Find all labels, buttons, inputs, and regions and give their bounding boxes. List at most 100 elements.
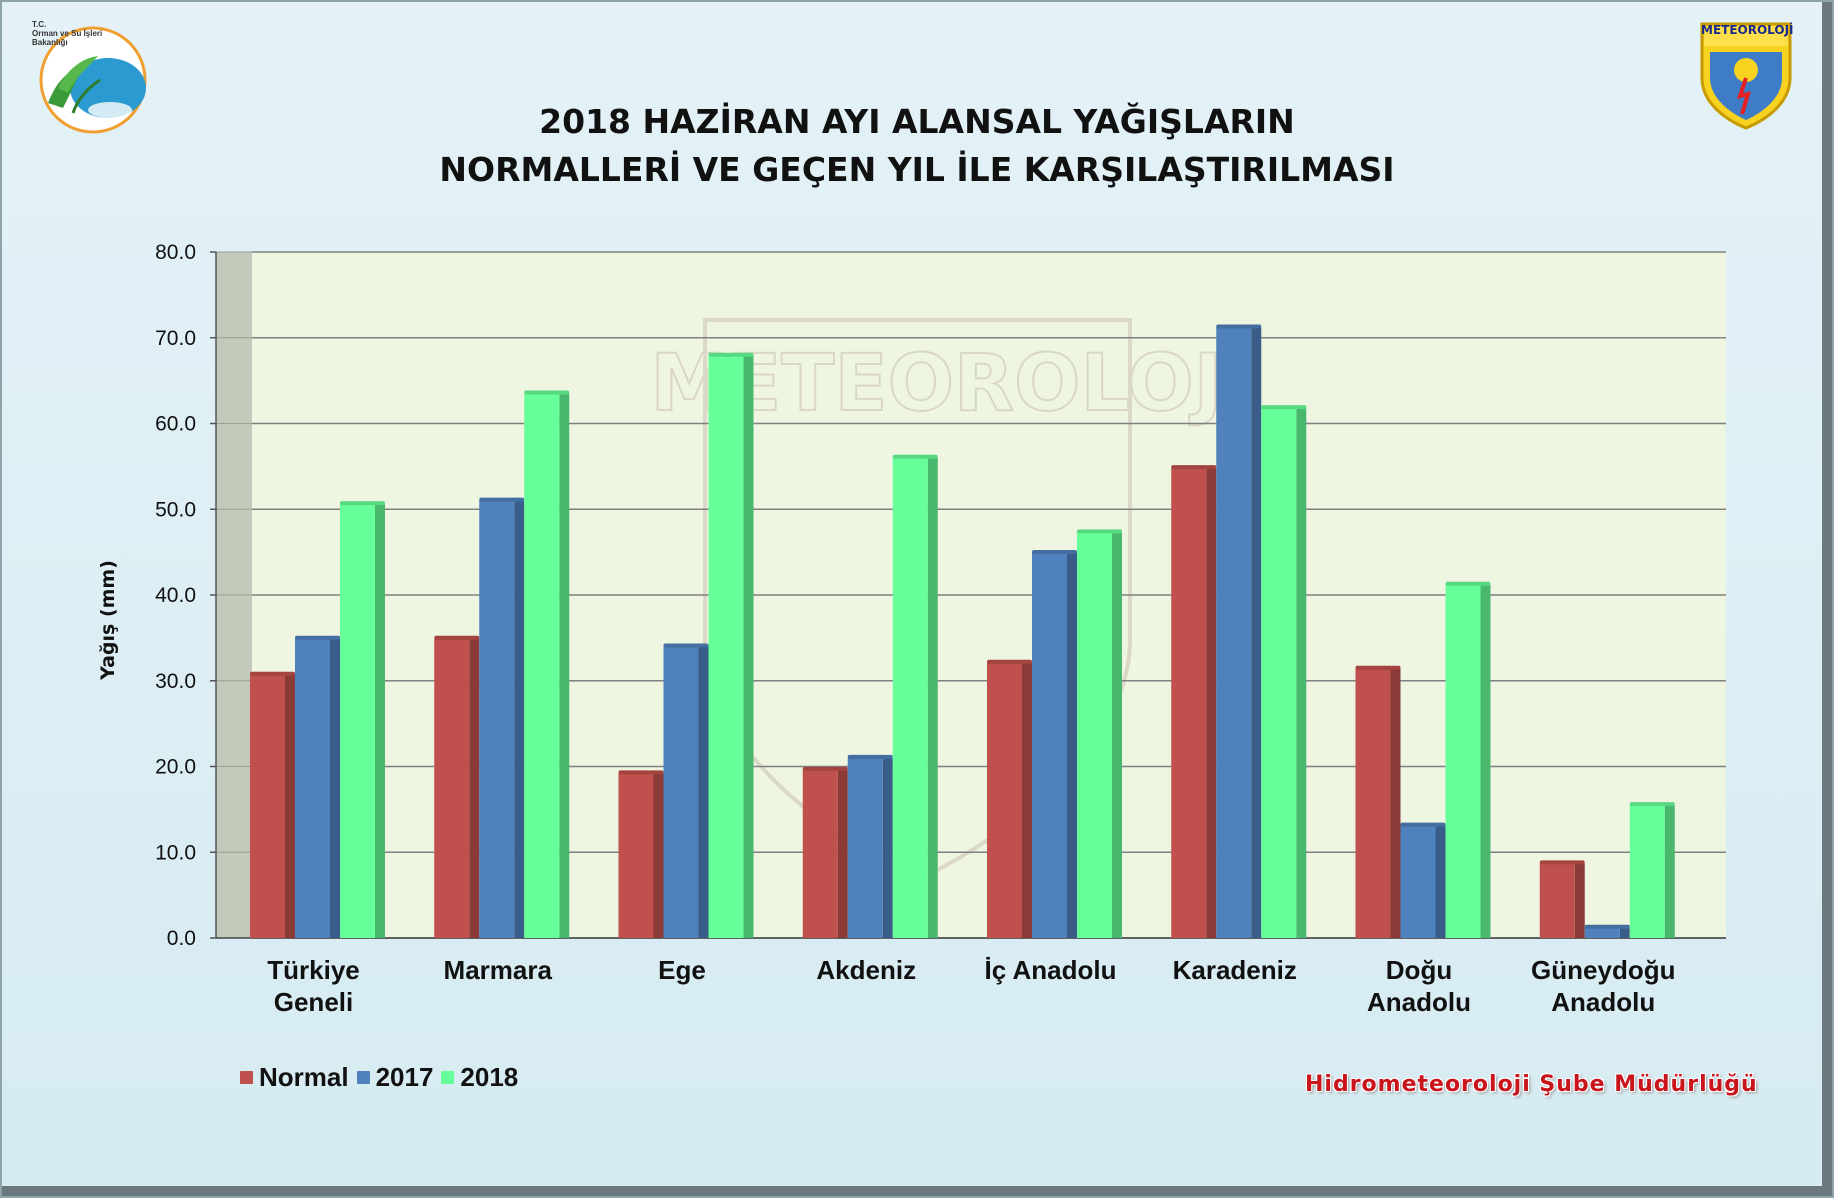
bar-side-normal — [1390, 668, 1401, 938]
bar-side-normal — [1206, 468, 1217, 938]
bar-top-normal — [1171, 465, 1217, 470]
bar-top-2017 — [1032, 549, 1077, 554]
y-tick-label: 0.0 — [167, 927, 196, 950]
x-tick-label: Marmara — [444, 955, 553, 985]
ministry-logo — [39, 26, 147, 134]
bar-top-2018 — [1261, 405, 1307, 410]
legend-label-2017: 2017 — [375, 1062, 434, 1092]
x-tick-label: Güneydoğu — [1531, 955, 1675, 985]
footer-department: Hidrometeoroloji Şube Müdürlüğü — [1305, 1072, 1758, 1097]
y-tick-label: 10.0 — [155, 841, 196, 864]
bar-top-2018 — [708, 352, 754, 357]
x-tick-label: Doğu — [1386, 955, 1452, 985]
x-tick-label: Geneli — [274, 987, 353, 1017]
bar-normal — [250, 674, 285, 938]
bar-top-2017 — [1584, 924, 1630, 929]
bar-top-2017 — [663, 643, 709, 648]
bar-2018 — [1261, 408, 1297, 938]
y-tick-label: 20.0 — [155, 756, 196, 779]
y-tick-label: 70.0 — [155, 327, 196, 350]
bar-side-2018 — [927, 457, 938, 938]
bar-2018 — [340, 504, 375, 938]
bar-normal — [1539, 863, 1575, 938]
legend-label-normal: Normal — [259, 1062, 349, 1092]
bar-2017 — [663, 646, 699, 938]
chart-title-line2: NORMALLERİ VE GEÇEN YIL İLE KARŞILAŞTIRI… — [439, 150, 1395, 189]
x-tick-label: Karadeniz — [1173, 955, 1297, 985]
bar-normal — [1171, 468, 1207, 938]
x-tick-label: Akdeniz — [816, 955, 916, 985]
bar-top-2017 — [1216, 324, 1262, 329]
legend-swatch-2018 — [441, 1071, 455, 1084]
bar-top-normal — [987, 659, 1032, 664]
bar-side-normal — [1574, 863, 1585, 938]
bar-normal — [1355, 668, 1391, 938]
bar-top-2018 — [524, 390, 570, 395]
legend-item-normal: Normal — [240, 1062, 349, 1093]
bar-normal — [802, 769, 838, 938]
bar-side-2017 — [1251, 327, 1262, 939]
bar-side-normal — [837, 769, 848, 938]
x-tick-label: Anadolu — [1551, 987, 1655, 1017]
bar-top-2018 — [1629, 802, 1675, 807]
bar-top-2018 — [1077, 529, 1122, 534]
bar-side-normal — [1022, 662, 1032, 938]
meteoroloji-logo-text: METEOROLOJİ — [1701, 23, 1794, 37]
bar-side-2017 — [882, 757, 893, 938]
bar-2017 — [1216, 327, 1252, 939]
bar-side-normal — [469, 638, 480, 938]
bar-normal — [434, 638, 470, 938]
bar-side-2018 — [1112, 532, 1122, 938]
legend-swatch-normal — [240, 1071, 253, 1084]
bar-2017 — [1400, 825, 1436, 938]
bar-2018 — [1445, 584, 1481, 938]
bar-2017 — [295, 638, 330, 938]
y-tick-label: 40.0 — [155, 584, 196, 607]
bar-2018 — [1077, 532, 1112, 938]
bar-side-2018 — [1664, 805, 1675, 938]
bar-side-2018 — [1296, 408, 1307, 938]
bar-top-normal — [802, 766, 848, 771]
x-tick-label: Anadolu — [1367, 987, 1471, 1017]
y-tick-label: 60.0 — [155, 413, 196, 436]
bar-top-2017 — [847, 754, 893, 759]
bar-top-2017 — [1400, 822, 1446, 827]
bar-top-normal — [434, 635, 480, 640]
chart-legend: Normal 2017 2018 — [240, 1062, 526, 1093]
bar-top-2017 — [295, 635, 340, 640]
legend-item-2018: 2018 — [441, 1062, 518, 1093]
y-tick-label: 80.0 — [155, 241, 196, 264]
ministry-logo-text: T.C. Orman ve Su İşleri Bakanlığı — [32, 20, 103, 47]
bar-2018 — [708, 355, 744, 938]
bar-side-2017 — [330, 638, 340, 938]
bar-side-normal — [285, 674, 295, 938]
bar-side-2017 — [698, 646, 709, 938]
bar-side-2017 — [1435, 825, 1446, 938]
legend-swatch-2017 — [356, 1071, 370, 1084]
legend-item-2017: 2017 — [356, 1062, 434, 1093]
bar-2017 — [1584, 927, 1620, 938]
bar-2018 — [892, 457, 928, 938]
legend-label-2018: 2018 — [460, 1062, 519, 1092]
bar-side-2018 — [743, 355, 754, 938]
bar-top-2017 — [479, 497, 525, 502]
bar-top-normal — [1355, 665, 1401, 670]
bar-top-2018 — [1445, 581, 1491, 586]
bar-2017 — [847, 757, 883, 938]
bar-2018 — [524, 393, 560, 938]
y-axis-label: Yağış (mm) — [97, 560, 119, 681]
bar-2017 — [479, 500, 515, 938]
bar-top-normal — [1539, 860, 1585, 865]
bar-normal — [987, 662, 1022, 938]
bar-top-normal — [250, 671, 295, 676]
chart-title-line1: 2018 HAZİRAN AYI ALANSAL YAĞIŞLARIN — [539, 102, 1295, 141]
x-tick-label: Ege — [658, 955, 706, 985]
bar-side-2018 — [559, 393, 570, 938]
y-tick-label: 50.0 — [155, 498, 196, 521]
bar-normal — [618, 773, 654, 938]
x-tick-label: İç Anadolu — [985, 955, 1117, 985]
x-tick-label: Türkiye — [267, 955, 360, 985]
bar-2018 — [1629, 805, 1665, 938]
bar-top-normal — [618, 770, 664, 775]
